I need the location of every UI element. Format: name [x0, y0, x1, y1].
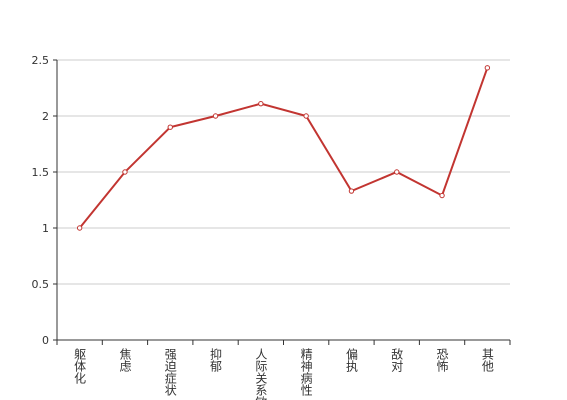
x-tick-label: 躯体化: [73, 347, 87, 385]
point: [76, 225, 83, 231]
x-tick-label: 人际关系敏感: [254, 348, 268, 400]
point: [484, 65, 491, 71]
point: [303, 113, 309, 119]
x-tick-label: 恐怖: [435, 348, 449, 372]
point: [167, 124, 173, 130]
line: [78, 67, 489, 229]
point: [122, 169, 128, 175]
point: [258, 100, 264, 107]
point: [348, 188, 355, 194]
y-tick-label: 0: [42, 334, 49, 347]
x-tick-label: 强迫症状: [163, 348, 177, 396]
y-tick-label: 2.5: [32, 54, 50, 67]
point: [394, 169, 400, 175]
y-tick-label: 2: [42, 110, 49, 123]
point: [439, 192, 445, 199]
x-tick-label: 抑郁: [209, 347, 223, 373]
x-tick-label: 焦虑: [118, 348, 132, 372]
y-tick-label: 1.5: [32, 166, 50, 179]
y-tick-label: 0.5: [32, 278, 50, 291]
x-tick-label: 敌对: [390, 347, 404, 372]
y-tick-label: 1: [42, 222, 49, 235]
x-tick-label: 精神病性: [299, 348, 313, 397]
point: [212, 113, 219, 119]
x-tick-label: 其他: [480, 348, 494, 372]
x-tick-label: 偏执: [344, 347, 358, 373]
